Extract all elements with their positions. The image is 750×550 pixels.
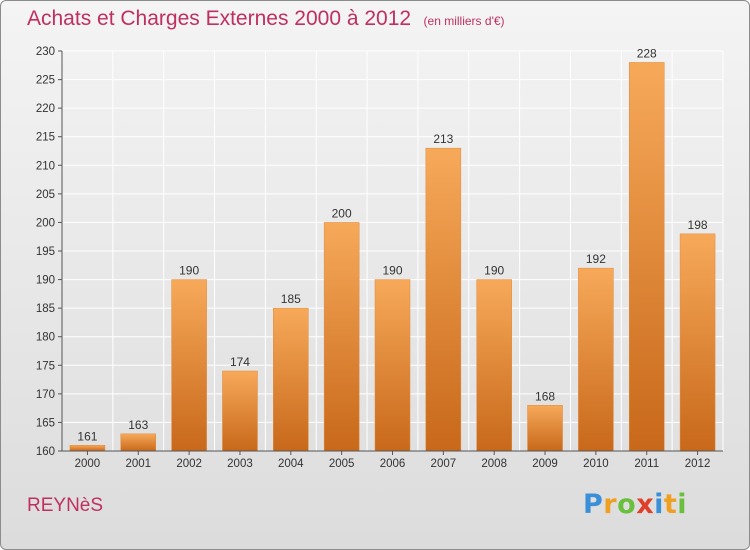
bar-value-label: 190 (382, 264, 402, 278)
x-tick-label: 2010 (583, 458, 609, 470)
brand-letter: x (636, 489, 655, 520)
brand-logo: Proxiti (583, 489, 687, 520)
y-tick-label: 165 (36, 417, 55, 429)
bar-value-label: 168 (535, 389, 555, 403)
bar (679, 233, 716, 452)
x-tick-label: 2005 (329, 458, 355, 470)
bar-value-label: 185 (281, 292, 301, 306)
x-tick-label: 2007 (431, 458, 457, 470)
bar (527, 405, 563, 452)
bar (425, 147, 462, 452)
y-tick-label: 215 (36, 132, 55, 144)
y-tick-label: 190 (36, 275, 55, 287)
x-tick-label: 2004 (278, 458, 304, 470)
x-tick-label: 2009 (532, 458, 558, 470)
bar (69, 445, 106, 452)
bar (476, 279, 512, 452)
bar-value-label: 200 (332, 206, 352, 220)
brand-letter: r (603, 489, 618, 520)
chart-title: Achats et Charges Externes 2000 à 2012 (… (27, 7, 505, 31)
y-tick-label: 185 (36, 303, 55, 315)
y-tick-label: 200 (36, 217, 55, 229)
axes (58, 50, 723, 455)
bar-value-label: 174 (230, 355, 250, 369)
bar (222, 370, 258, 452)
y-tick-label: 160 (36, 446, 55, 458)
bars (69, 62, 716, 452)
y-tick-label: 195 (36, 246, 55, 258)
bar (628, 62, 665, 452)
y-tick-label: 205 (36, 189, 55, 201)
brand-letter: i (654, 489, 664, 520)
x-tick-label: 2012 (685, 458, 711, 470)
y-tick-label: 220 (36, 103, 55, 115)
y-tick-label: 210 (36, 160, 55, 172)
bar-value-label: 228 (637, 46, 657, 60)
bar-value-label: 190 (179, 264, 199, 278)
x-tick-label: 2003 (227, 458, 253, 470)
x-tick-label: 2008 (481, 458, 507, 470)
bar-value-label: 161 (77, 429, 97, 443)
y-tick-label: 175 (36, 360, 55, 372)
chart-title-text: Achats et Charges Externes 2000 à 2012 (27, 7, 412, 30)
bar-value-label: 163 (128, 418, 148, 432)
chart-subtitle: (en milliers d'€) (423, 14, 505, 28)
x-tick-label: 2006 (380, 458, 406, 470)
bar (323, 222, 360, 452)
brand-letter: o (617, 489, 637, 520)
bar-value-label: 198 (688, 218, 708, 232)
bar (120, 433, 157, 452)
x-tick-label: 2002 (176, 458, 202, 470)
bar (374, 279, 411, 452)
labels: 160 165 170 175 180 185 190 195 200 205 210 215 220 2… (36, 46, 711, 470)
x-tick-label: 2011 (634, 458, 659, 470)
place-name: REYNèS (27, 495, 104, 516)
bar (273, 307, 309, 452)
brand-letter: i (677, 489, 688, 520)
bar (578, 267, 614, 452)
y-tick-label: 225 (36, 75, 55, 87)
bar-value-label: 190 (484, 264, 504, 278)
bar-value-label: 192 (586, 252, 606, 266)
x-tick-label: 2000 (75, 458, 101, 470)
x-tick-label: 2001 (125, 458, 151, 470)
y-tick-label: 170 (36, 389, 55, 401)
bar (171, 279, 207, 452)
brand-letter: t (663, 489, 678, 520)
y-tick-label: 180 (36, 332, 55, 344)
y-tick-label: 230 (36, 46, 55, 58)
brand-letter: P (583, 489, 604, 520)
bar-value-label: 213 (433, 132, 453, 146)
